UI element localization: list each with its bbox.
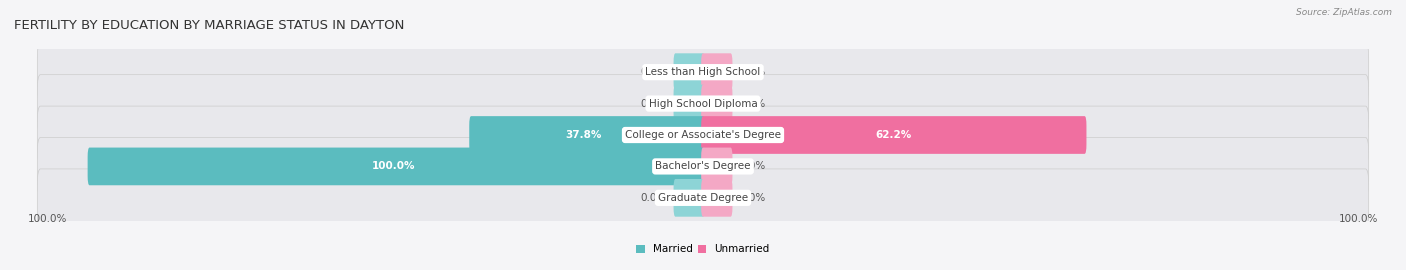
Text: 0.0%: 0.0% <box>740 161 766 171</box>
FancyBboxPatch shape <box>470 116 704 154</box>
FancyBboxPatch shape <box>38 137 1368 195</box>
FancyBboxPatch shape <box>673 179 704 217</box>
Text: 0.0%: 0.0% <box>740 193 766 203</box>
FancyBboxPatch shape <box>38 43 1368 101</box>
Text: 100.0%: 100.0% <box>1339 214 1378 224</box>
FancyBboxPatch shape <box>673 85 704 122</box>
Text: 62.2%: 62.2% <box>876 130 912 140</box>
Text: 0.0%: 0.0% <box>640 99 666 109</box>
Text: 0.0%: 0.0% <box>640 193 666 203</box>
Text: Bachelor's Degree: Bachelor's Degree <box>655 161 751 171</box>
Text: 0.0%: 0.0% <box>640 67 666 77</box>
Text: 0.0%: 0.0% <box>740 67 766 77</box>
FancyBboxPatch shape <box>87 148 704 185</box>
Text: FERTILITY BY EDUCATION BY MARRIAGE STATUS IN DAYTON: FERTILITY BY EDUCATION BY MARRIAGE STATU… <box>14 19 405 32</box>
FancyBboxPatch shape <box>702 179 733 217</box>
Text: Graduate Degree: Graduate Degree <box>658 193 748 203</box>
Text: 100.0%: 100.0% <box>371 161 415 171</box>
Text: Source: ZipAtlas.com: Source: ZipAtlas.com <box>1296 8 1392 17</box>
Text: Less than High School: Less than High School <box>645 67 761 77</box>
Text: 37.8%: 37.8% <box>565 130 602 140</box>
FancyBboxPatch shape <box>702 116 1087 154</box>
FancyBboxPatch shape <box>38 169 1368 227</box>
Text: High School Diploma: High School Diploma <box>648 99 758 109</box>
Text: 100.0%: 100.0% <box>28 214 67 224</box>
Text: College or Associate's Degree: College or Associate's Degree <box>626 130 780 140</box>
FancyBboxPatch shape <box>38 106 1368 164</box>
FancyBboxPatch shape <box>702 85 733 122</box>
Text: 0.0%: 0.0% <box>740 99 766 109</box>
FancyBboxPatch shape <box>702 148 733 185</box>
FancyBboxPatch shape <box>38 75 1368 133</box>
FancyBboxPatch shape <box>702 53 733 91</box>
Legend: Married, Unmarried: Married, Unmarried <box>636 244 770 254</box>
FancyBboxPatch shape <box>673 53 704 91</box>
